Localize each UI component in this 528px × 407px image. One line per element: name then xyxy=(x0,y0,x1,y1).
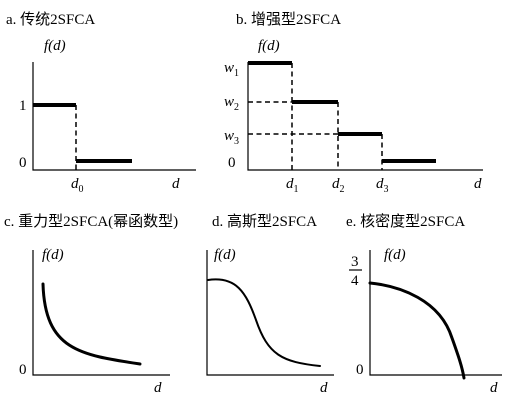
panel-e-frac-num: 3 xyxy=(351,254,359,270)
panel-b-w3: w3 xyxy=(224,128,239,147)
panel-a-tick-x: d0 xyxy=(71,176,84,195)
panel-e-title: e. 核密度型2SFCA xyxy=(346,213,465,230)
panel-c-xlabel: d xyxy=(154,380,162,396)
panel-e-frac-den: 4 xyxy=(351,273,359,289)
panel-b-tick-y-zero: 0 xyxy=(228,155,236,171)
panel-b-w1: w1 xyxy=(224,60,239,79)
panel-e-ylabel: f(d) xyxy=(384,247,406,263)
panel-b-d3: d3 xyxy=(376,176,389,195)
panel-a-ylabel: f(d) xyxy=(44,38,66,54)
panel-a-tick-y-low: 0 xyxy=(19,155,27,171)
panel-b-title: b. 增强型2SFCA xyxy=(236,11,341,28)
panel-a: a. 传统2SFCA f(d) 1 0 d0 d xyxy=(6,11,196,195)
panel-e-axes xyxy=(369,250,502,376)
panel-d-curve xyxy=(207,278,321,367)
panel-c-tick-y-low: 0 xyxy=(19,362,27,378)
panel-b-xlabel: d xyxy=(474,176,482,192)
panel-a-xlabel: d xyxy=(172,176,180,192)
panel-d-axes xyxy=(206,250,334,376)
panel-a-tick-y-high: 1 xyxy=(19,98,27,114)
panel-d-ylabel: f(d) xyxy=(214,247,236,263)
panel-a-axes xyxy=(32,62,196,171)
panel-a-title: a. 传统2SFCA xyxy=(6,11,95,28)
panel-e: e. 核密度型2SFCA f(d) 3 4 0 d xyxy=(346,213,502,396)
panel-e-tick-y-low: 0 xyxy=(356,362,364,378)
panel-c-axes xyxy=(32,250,170,376)
panel-c-ylabel: f(d) xyxy=(42,247,64,263)
panel-c: c. 重力型2SFCA(幂函数型) f(d) 0 d xyxy=(4,213,178,396)
panel-b: b. 增强型2SFCA f(d) w1 w2 w3 0 d1 d2 d3 d xyxy=(224,11,483,195)
panel-e-tick-fraction: 3 4 xyxy=(349,254,362,289)
panel-c-curve xyxy=(41,282,142,366)
panel-e-curve xyxy=(368,281,466,380)
panel-d-title: d. 高斯型2SFCA xyxy=(212,213,317,230)
panel-b-axes xyxy=(247,62,483,171)
panel-c-title: c. 重力型2SFCA(幂函数型) xyxy=(4,213,178,230)
panel-d: d. 高斯型2SFCA f(d) d xyxy=(206,213,334,396)
panel-b-ylabel: f(d) xyxy=(258,38,280,54)
panel-b-w2: w2 xyxy=(224,94,239,113)
panel-e-xlabel: d xyxy=(490,380,498,396)
panel-b-d1: d1 xyxy=(286,176,299,195)
panel-d-xlabel: d xyxy=(320,380,328,396)
panel-b-d2: d2 xyxy=(332,176,345,195)
